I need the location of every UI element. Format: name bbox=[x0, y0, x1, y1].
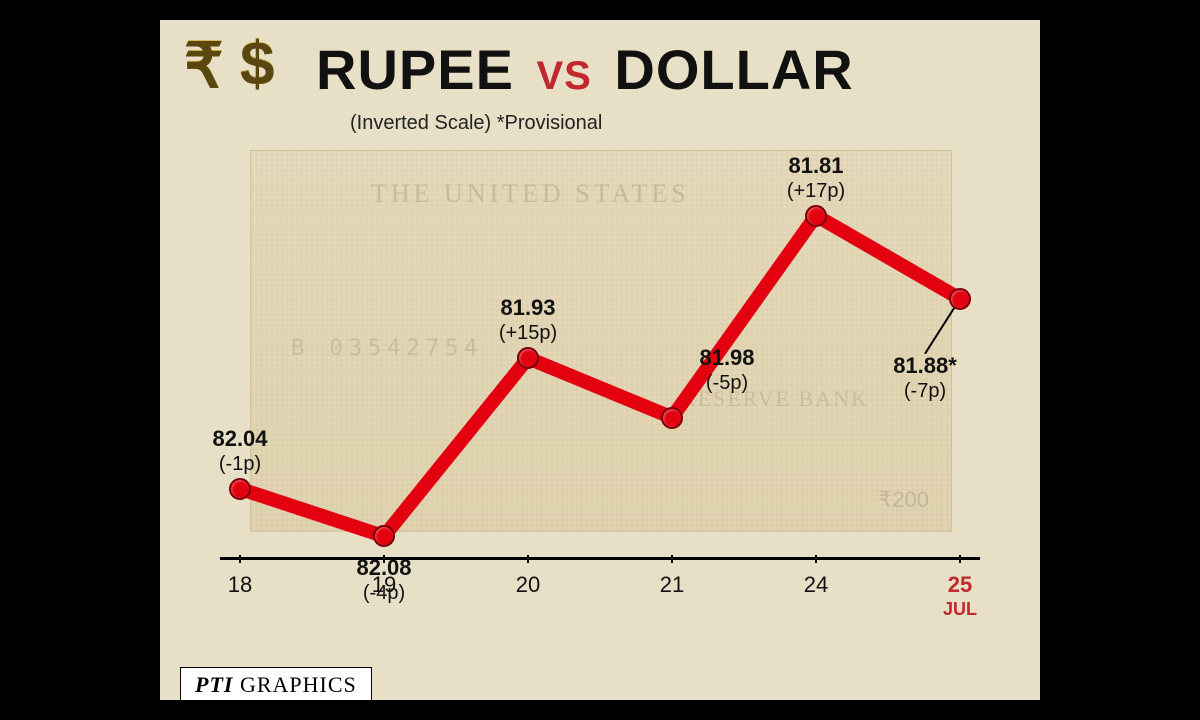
x-tick-label: 25 bbox=[948, 572, 972, 598]
title-left: RUPEE bbox=[316, 38, 514, 101]
x-tick-label: 18 bbox=[228, 572, 252, 598]
x-axis bbox=[220, 557, 980, 560]
x-tick-mark bbox=[815, 555, 817, 563]
x-tick-mark bbox=[239, 555, 241, 563]
currency-icons: ₹ $ bbox=[184, 34, 304, 104]
x-tick-mark bbox=[527, 555, 529, 563]
data-label: 81.93(+15p) bbox=[499, 296, 557, 344]
x-tick-label: 21 bbox=[660, 572, 684, 598]
title-vs: VS bbox=[531, 54, 598, 98]
x-tick-mark bbox=[671, 555, 673, 563]
x-tick-label: 19 bbox=[372, 572, 396, 598]
header: ₹ $ RUPEE VS DOLLAR bbox=[160, 20, 1040, 110]
x-tick-mark bbox=[959, 555, 961, 563]
source-credit: PTI GRAPHICS bbox=[180, 667, 372, 700]
data-point bbox=[373, 525, 395, 547]
x-tick-label: 20 bbox=[516, 572, 540, 598]
data-point bbox=[517, 347, 539, 369]
credit-org: PTI bbox=[195, 672, 233, 697]
data-point bbox=[949, 288, 971, 310]
x-tick-label: 24 bbox=[804, 572, 828, 598]
data-point bbox=[805, 205, 827, 227]
data-point bbox=[661, 407, 683, 429]
x-month-label: JUL bbox=[943, 599, 977, 620]
chart-title: RUPEE VS DOLLAR bbox=[316, 37, 854, 102]
chart-area: THE UNITED STATES B 03542754 RESERVE BAN… bbox=[220, 140, 980, 610]
dollar-icon: $ bbox=[240, 28, 274, 99]
data-label: 81.81(+17p) bbox=[787, 154, 845, 202]
subtitle: (Inverted Scale) *Provisional bbox=[350, 112, 602, 135]
data-label: 82.04(-1p) bbox=[212, 427, 267, 475]
infographic-container: ₹ $ RUPEE VS DOLLAR (Inverted Scale) *Pr… bbox=[159, 19, 1041, 701]
x-tick-mark bbox=[383, 555, 385, 563]
data-point bbox=[229, 478, 251, 500]
data-label: 81.88*(-7p) bbox=[893, 354, 957, 402]
credit-text: GRAPHICS bbox=[240, 672, 357, 697]
title-right: DOLLAR bbox=[614, 38, 853, 101]
rupee-icon: ₹ bbox=[184, 28, 223, 101]
chart-svg bbox=[220, 140, 980, 610]
data-label: 81.98(-5p) bbox=[699, 346, 754, 394]
